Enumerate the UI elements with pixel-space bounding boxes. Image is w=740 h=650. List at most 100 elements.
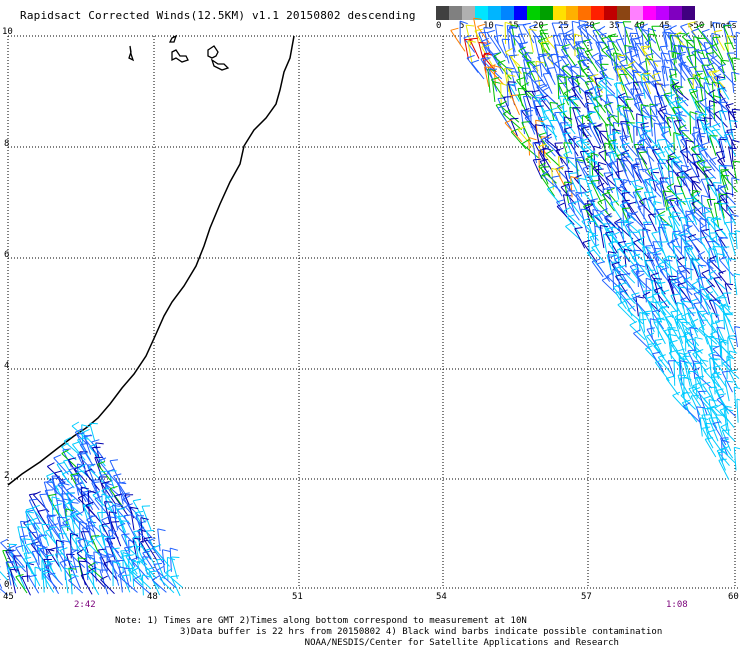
wind-barb [103, 563, 119, 582]
wind-barb-flag [604, 213, 612, 218]
wind-barb-flag [124, 546, 133, 549]
wind-barb [106, 538, 116, 561]
wind-barb-flag [693, 126, 702, 130]
wind-barb-flag [700, 359, 709, 362]
wind-barb-flag [674, 160, 682, 165]
wind-barb-flag [39, 546, 48, 550]
wind-barb-flag [162, 549, 171, 552]
wind-barb-flag [640, 122, 649, 125]
wind-barb-flag [689, 207, 698, 212]
wind-barb [70, 574, 73, 595]
wind-barb [593, 146, 596, 169]
wind-barb-flag [646, 327, 655, 330]
wind-barb-flag [666, 157, 675, 162]
wind-barb-flag [608, 139, 617, 142]
wind-barb-flag [569, 63, 578, 69]
wind-barb [556, 206, 575, 226]
wind-barb-flag [711, 128, 720, 132]
wind-barb [619, 267, 636, 284]
wind-barb [642, 73, 651, 94]
wind-barb [560, 24, 568, 45]
wind-barb [123, 547, 136, 567]
wind-barb-flag [676, 275, 685, 280]
wind-barb [615, 55, 618, 81]
wind-barb-flag [637, 204, 646, 208]
wind-barb-flag [694, 99, 704, 103]
wind-barb [717, 160, 735, 178]
wind-barb [724, 222, 735, 243]
wind-barb-flag [565, 222, 573, 227]
wind-barb-flag [45, 563, 53, 568]
wind-barb-flag [629, 263, 638, 267]
wind-barb [710, 59, 726, 74]
wind-barb-flag [556, 202, 565, 207]
wind-barb-flag [633, 36, 642, 40]
wind-barb-flag [64, 559, 73, 563]
wind-barb-flag [615, 290, 624, 294]
wind-barb-flag [649, 179, 658, 182]
wind-barb [521, 68, 529, 86]
wind-barb-flag [493, 65, 502, 69]
wind-barb-flag [45, 528, 54, 532]
wind-barb-flag [609, 113, 618, 118]
wind-barb [618, 74, 629, 99]
wind-barb [508, 55, 520, 79]
wind-barb-flag [68, 466, 77, 471]
wind-barb [17, 526, 24, 552]
wind-barb-flag [588, 122, 597, 125]
wind-barb [590, 97, 601, 120]
wind-barb-flag [702, 311, 711, 315]
wind-barb [39, 494, 50, 518]
wind-barb-flag [624, 65, 632, 70]
wind-barb [636, 277, 652, 291]
wind-barb-flag [688, 370, 697, 373]
wind-barb [582, 60, 598, 81]
wind-barb [727, 336, 736, 354]
wind-barb [559, 113, 576, 135]
wind-barb-flag [631, 267, 640, 272]
wind-barb [109, 460, 121, 484]
wind-barb [635, 296, 639, 317]
wind-barb-flag [579, 55, 588, 59]
wind-barb-flag [77, 494, 86, 499]
wind-barb-flag [609, 160, 618, 165]
wind-barb-flag [718, 237, 727, 240]
wind-barb [88, 570, 105, 588]
wind-barb [710, 46, 727, 66]
wind-barb-flag [687, 312, 696, 314]
wind-barb [554, 63, 570, 78]
wind-barb-flag [511, 128, 519, 133]
wind-barb [68, 469, 83, 488]
wind-barb-flag [108, 529, 117, 532]
wind-barb-flag [711, 32, 720, 36]
wind-barb [693, 293, 709, 316]
wind-barb [576, 75, 581, 94]
wind-barb-flag [635, 184, 644, 189]
wind-barb-flag [704, 42, 713, 44]
wind-barb-flag [666, 183, 675, 188]
wind-barb-flag [723, 405, 732, 408]
wind-barb [607, 257, 622, 275]
wind-barb [638, 152, 651, 176]
wind-barb [632, 256, 650, 278]
wind-barb [584, 90, 597, 108]
wind-barb-flag [120, 520, 129, 522]
wind-barb [99, 569, 109, 595]
wind-barb-flag [148, 570, 157, 573]
wind-barb-flag [43, 563, 52, 567]
wind-barb-flag [678, 44, 687, 47]
wind-barb-flag [132, 537, 141, 540]
wind-barb-flag [676, 170, 685, 174]
wind-barb [672, 246, 680, 270]
wind-barb [700, 195, 704, 214]
wind-barb-flag [103, 535, 112, 538]
wind-barb-flag [719, 256, 728, 261]
wind-barb-flag [53, 454, 62, 459]
wind-barb [697, 38, 706, 59]
wind-barb [566, 190, 575, 213]
wind-barb-flag [732, 108, 740, 111]
scale-swatch [448, 6, 462, 20]
wind-barb [467, 40, 473, 66]
wind-barb-flag [725, 408, 734, 412]
wind-barb [723, 405, 728, 431]
